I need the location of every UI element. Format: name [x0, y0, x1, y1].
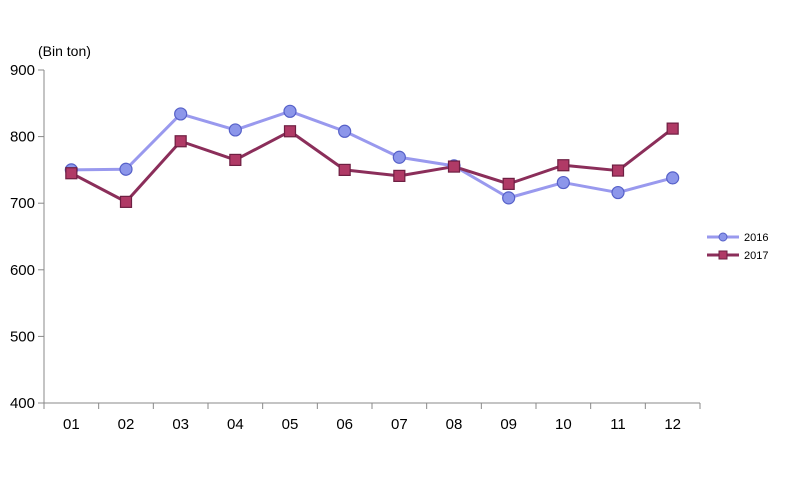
- x-tick-label: 10: [555, 416, 572, 433]
- legend-marker-2016: [718, 232, 728, 242]
- data-point-2016-07: [392, 150, 406, 164]
- series-line-2016: [71, 109, 674, 200]
- x-tick-label: 08: [446, 416, 463, 433]
- x-tick-label: 06: [336, 416, 353, 433]
- x-tick-label: 07: [391, 416, 408, 433]
- x-tick-label: 11: [610, 416, 626, 433]
- y-tick-label: 400: [10, 395, 35, 412]
- data-point-2016-05: [283, 104, 297, 118]
- y-tick-label: 800: [10, 129, 35, 146]
- data-point-2016-02: [119, 162, 133, 176]
- data-point-2016-06: [338, 124, 352, 138]
- data-point-2017-11: [611, 164, 625, 177]
- series-lines: [70, 109, 674, 204]
- x-axis-ticks: 01 02 03 04 05 06 07 08 09 10 11 12: [43, 403, 701, 433]
- y-axis-ticks: 400 500 600 700 800 900: [10, 62, 44, 412]
- data-point-2017-09: [502, 177, 515, 190]
- axes: [43, 70, 700, 404]
- data-point-2017-10: [557, 159, 570, 172]
- series-markers: [64, 104, 680, 208]
- legend-label-2017: 2017: [744, 250, 768, 262]
- data-point-2016-03: [174, 107, 188, 121]
- y-tick-label: 500: [10, 328, 35, 345]
- x-tick-label: 05: [282, 416, 299, 433]
- data-point-2017-07: [393, 169, 406, 182]
- data-point-2016-11: [611, 185, 625, 200]
- legend: 2016 2017: [707, 232, 768, 262]
- data-point-2017-08: [447, 160, 461, 173]
- data-point-2017-12: [666, 122, 679, 135]
- x-tick-label: 01: [63, 416, 80, 433]
- legend-label-2016: 2016: [744, 232, 768, 244]
- x-tick-label: 04: [227, 416, 244, 433]
- y-tick-label: 900: [10, 62, 35, 79]
- x-tick-label: 02: [118, 416, 135, 433]
- data-point-2017-02: [119, 195, 133, 208]
- data-point-2016-10: [556, 175, 570, 190]
- data-point-2017-03: [174, 135, 187, 148]
- data-point-2016-09: [502, 191, 516, 205]
- data-point-2016-12: [666, 171, 680, 185]
- x-tick-label: 09: [500, 416, 517, 433]
- series-line-2017: [70, 127, 674, 204]
- data-point-2017-04: [229, 153, 242, 167]
- data-point-2016-04: [228, 123, 242, 137]
- data-point-2017-05: [283, 125, 297, 138]
- y-tick-label: 700: [10, 195, 35, 212]
- legend-marker-2017: [718, 250, 728, 260]
- x-tick-label: 12: [664, 416, 681, 433]
- y-axis-unit-label: (Bin ton): [38, 43, 91, 59]
- y-tick-label: 600: [10, 262, 35, 279]
- x-tick-label: 03: [172, 416, 189, 433]
- data-point-2017-01: [65, 167, 78, 180]
- data-point-2017-06: [338, 163, 351, 176]
